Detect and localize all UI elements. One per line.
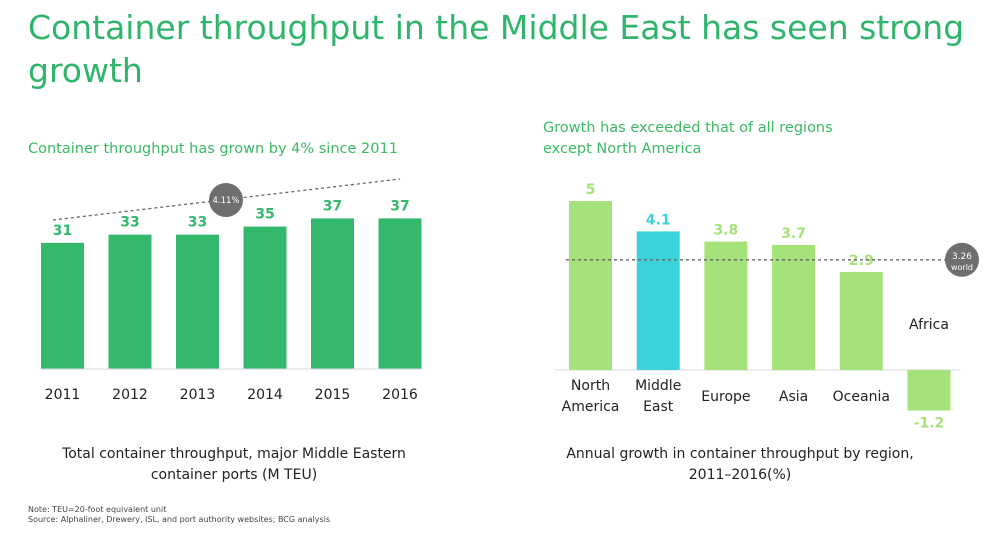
x-tick-2012: 2012 — [112, 387, 148, 403]
x-tick-oceania: Oceania — [833, 389, 890, 405]
cagr-badge — [209, 183, 243, 217]
bar-2016 — [378, 218, 422, 369]
value-label-asia: 3.7 — [781, 226, 806, 242]
value-label-2015: 37 — [323, 198, 342, 214]
value-label-north-america: 5 — [586, 182, 596, 198]
bar-middle-east — [636, 231, 680, 370]
right-chart-caption: Annual growth in container throughput by… — [566, 446, 914, 483]
value-label-africa: -1.2 — [914, 416, 945, 432]
value-label-2013: 33 — [188, 215, 207, 231]
x-tick-north-america: North America — [562, 378, 620, 415]
bar-asia — [772, 244, 816, 370]
value-label-2012: 33 — [120, 215, 139, 231]
x-tick-2013: 2013 — [180, 387, 216, 403]
right-chart-subtitle: Growth has exceeded that of all regions … — [543, 120, 833, 157]
value-label-oceania: 2.9 — [849, 253, 874, 269]
x-tick-2015: 2015 — [315, 387, 351, 403]
world-average-value: 3.26 — [952, 252, 972, 262]
bar-africa — [907, 370, 951, 411]
value-label-2014: 35 — [255, 207, 274, 223]
x-tick-europe: Europe — [701, 389, 750, 405]
bar-north-america — [569, 201, 612, 370]
throughput-bar-chart: 31 2011 33 2012 33 2013 35 2014 37 2015 37 2016 4.11… — [40, 178, 423, 403]
value-label-2011: 31 — [53, 223, 72, 239]
bar-2014 — [243, 226, 287, 369]
world-average-badge — [945, 242, 979, 277]
x-tick-africa: Africa — [909, 317, 949, 333]
left-chart-subtitle: Container throughput has grown by 4% sin… — [28, 141, 398, 157]
x-tick-asia: Asia — [779, 389, 808, 405]
page-title: Container throughput in the Middle East … — [28, 8, 965, 90]
x-tick-2014: 2014 — [247, 387, 283, 403]
x-tick-middle-east: Middle East — [635, 378, 681, 415]
bar-2011 — [41, 242, 84, 369]
world-average-sublabel: world — [951, 263, 973, 272]
x-tick-2016: 2016 — [382, 387, 418, 403]
value-label-2016: 37 — [390, 198, 409, 214]
footnote-source: Source: Alphaliner, Drewery, ISL, and po… — [28, 515, 331, 524]
x-tick-2011: 2011 — [45, 387, 81, 403]
footnote-note: Note: TEU=20-foot equivalent unit — [28, 505, 167, 514]
bar-europe — [704, 241, 748, 370]
bar-oceania — [839, 271, 883, 370]
left-chart-caption: Total container throughput, major Middle… — [62, 446, 406, 483]
regional-growth-bar-chart: 5 North America 4.1 Middle East 3.8 Europe 3.7 As… — [555, 182, 979, 432]
cagr-badge-label: 4.11% — [212, 196, 239, 206]
value-label-middle-east: 4.1 — [646, 212, 671, 228]
bar-2015 — [311, 218, 354, 369]
bar-2013 — [176, 234, 219, 369]
value-label-europe: 3.8 — [713, 223, 738, 239]
bar-2012 — [108, 234, 152, 369]
